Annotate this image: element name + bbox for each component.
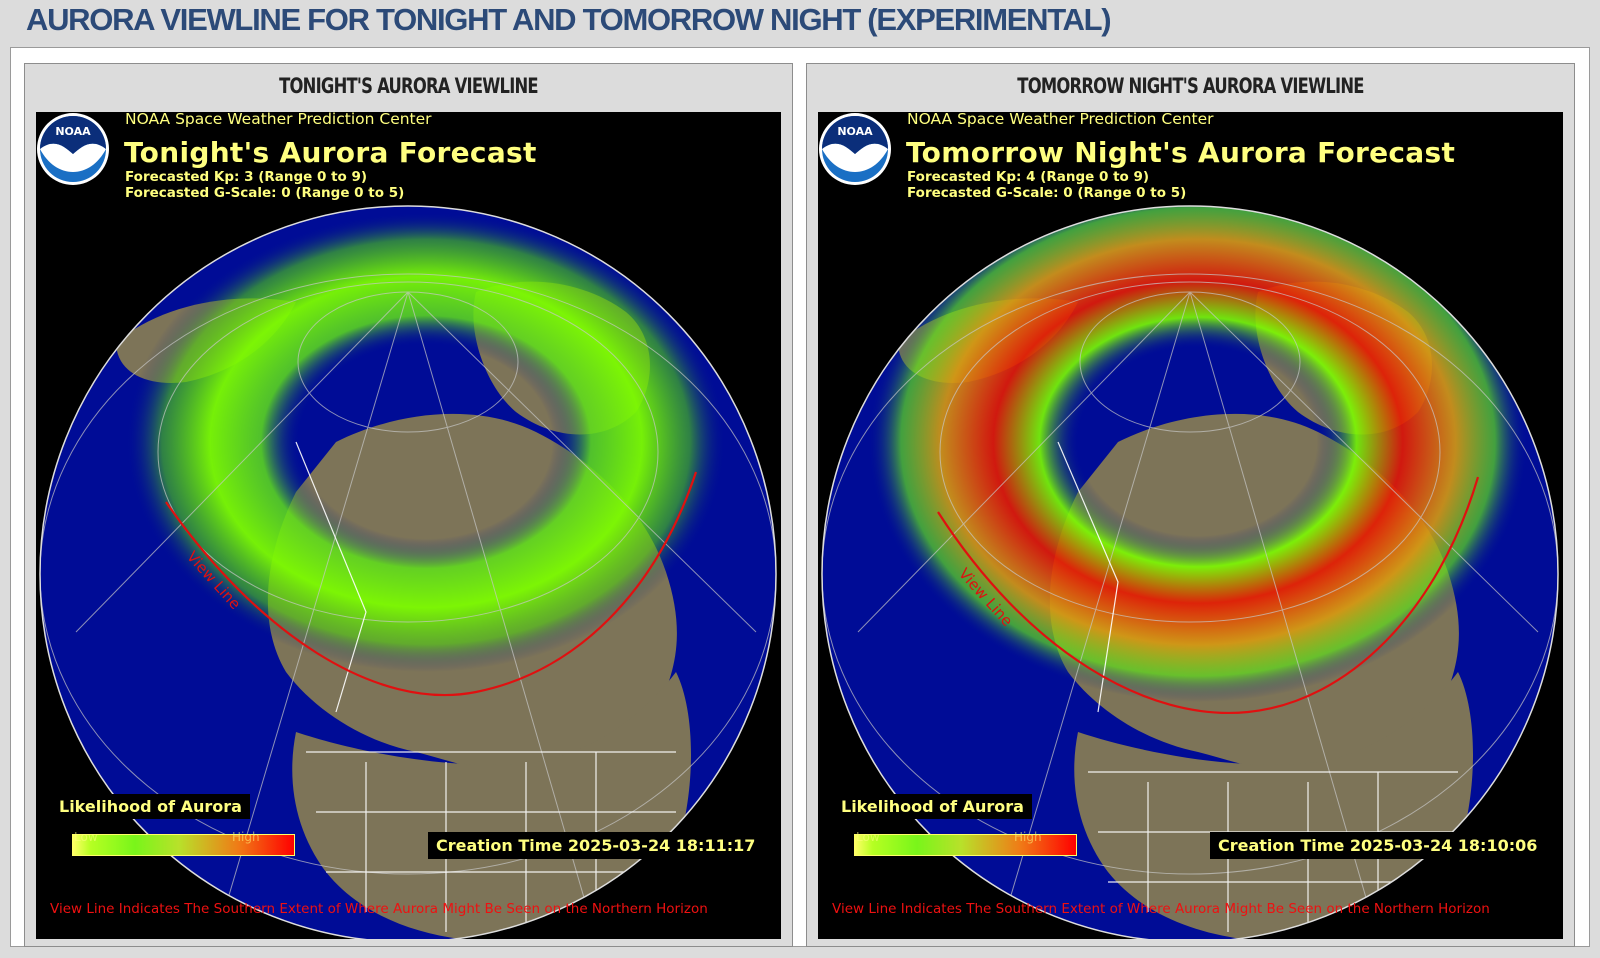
tomorrow-aurora-map[interactable]: View Line NOAA NOAA Space Weather Predic… (818, 112, 1563, 939)
gscale-forecast: Forecasted G-Scale: 0 (Range 0 to 5) (125, 185, 405, 201)
usa-land (1074, 672, 1473, 939)
kp-forecast: Forecasted Kp: 3 (Range 0 to 9) (125, 169, 368, 185)
likelihood-label: Likelihood of Aurora (833, 794, 1032, 819)
panel-heading: TONIGHT'S AURORA VIEWLINE (279, 74, 538, 98)
tonight-aurora-map[interactable]: View Line NOAA NOAA Space Weather Predic… (36, 112, 781, 939)
likelihood-label: Likelihood of Aurora (51, 794, 250, 819)
likelihood-color-bar (72, 834, 295, 856)
noaa-logo-icon: NOAA (37, 113, 109, 185)
bar-low-label: Low (74, 830, 98, 844)
forecast-title: Tonight's Aurora Forecast (124, 136, 537, 169)
bar-low-label: Low (856, 830, 880, 844)
forecast-title: Tomorrow Night's Aurora Forecast (906, 136, 1456, 169)
globe-map: View Line (821, 205, 1559, 939)
tonight-panel: TONIGHT'S AURORA VIEWLINE (24, 63, 793, 947)
globe-map: View Line (39, 205, 777, 939)
noaa-logo-icon: NOAA (819, 113, 891, 185)
globe-edge (39, 205, 777, 939)
view-line (937, 476, 1480, 714)
likelihood-color-bar (854, 834, 1077, 856)
tomorrow-panel: TOMORROW NIGHT'S AURORA VIEWLINE (806, 63, 1575, 947)
bar-high-label: High (1014, 830, 1042, 844)
swpc-label: NOAA Space Weather Prediction Center (907, 112, 1214, 128)
view-line (165, 471, 698, 697)
panel-heading: TOMORROW NIGHT'S AURORA VIEWLINE (1017, 74, 1364, 98)
creation-time: Creation Time 2025-03-24 18:10:06 (1210, 832, 1546, 859)
page-title: AURORA VIEWLINE FOR TONIGHT AND TOMORROW… (26, 2, 1112, 37)
aurora-oval (868, 206, 1528, 702)
view-line-footnote: View Line Indicates The Southern Extent … (832, 901, 1490, 917)
svg-text:NOAA: NOAA (55, 125, 91, 138)
creation-time: Creation Time 2025-03-24 18:11:17 (428, 832, 764, 859)
bar-high-label: High (232, 830, 260, 844)
kp-forecast: Forecasted Kp: 4 (Range 0 to 9) (907, 169, 1150, 185)
svg-text:NOAA: NOAA (837, 125, 873, 138)
globe-edge (821, 205, 1559, 939)
view-line-footnote: View Line Indicates The Southern Extent … (50, 901, 708, 917)
aurora-oval (126, 212, 726, 672)
usa-land (292, 672, 691, 939)
swpc-label: NOAA Space Weather Prediction Center (125, 112, 432, 128)
gscale-forecast: Forecasted G-Scale: 0 (Range 0 to 5) (907, 185, 1187, 201)
